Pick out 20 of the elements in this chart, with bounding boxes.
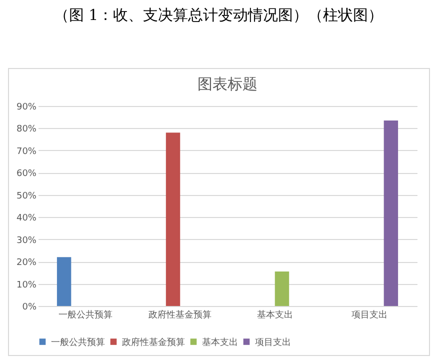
legend-label: 项目支出: [255, 336, 291, 348]
y-tick-label: 80%: [16, 124, 37, 135]
legend-label: 一般公共预算: [51, 336, 105, 348]
chart-subtitle: 图表标题: [198, 75, 258, 93]
y-tick-label: 30%: [16, 236, 37, 246]
y-tick-label: 0%: [22, 302, 37, 312]
x-tick-label: 项目支出: [352, 310, 388, 320]
y-tick-label: 20%: [16, 258, 37, 268]
y-tick-label: 90%: [16, 102, 37, 112]
legend-label: 政府性基金预算: [122, 336, 185, 348]
y-tick-label: 50%: [16, 191, 37, 202]
x-tick-label: 政府性基金预算: [148, 310, 212, 320]
x-tick-label: 一般公共预算: [58, 310, 112, 320]
legend-label: 基本支出: [202, 336, 238, 348]
y-tick-label: 10%: [16, 280, 37, 290]
y-tick-label: 40%: [16, 214, 37, 224]
y-tick-label: 60%: [16, 169, 37, 180]
y-tick-label: 70%: [16, 146, 37, 157]
chart-title: （图 1：收、支决算总计变动情况图）（柱状图）: [52, 6, 384, 25]
x-tick-label: 基本支出: [256, 310, 293, 320]
